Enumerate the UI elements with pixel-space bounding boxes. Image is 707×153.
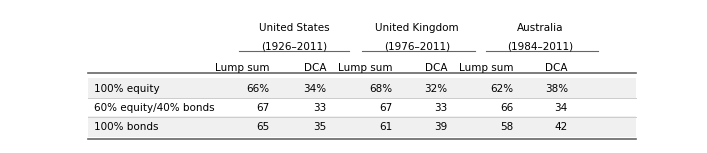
- Text: 67: 67: [256, 103, 269, 113]
- Text: 33: 33: [434, 103, 448, 113]
- Text: Australia: Australia: [517, 23, 563, 33]
- FancyBboxPatch shape: [88, 78, 636, 99]
- Text: 33: 33: [313, 103, 327, 113]
- Text: 100% equity: 100% equity: [94, 84, 160, 94]
- Text: 35: 35: [313, 122, 327, 132]
- Text: 66: 66: [500, 103, 513, 113]
- Text: 42: 42: [554, 122, 568, 132]
- Text: 67: 67: [379, 103, 392, 113]
- Text: 60% equity/40% bonds: 60% equity/40% bonds: [94, 103, 214, 113]
- Text: 62%: 62%: [490, 84, 513, 94]
- Text: DCA: DCA: [425, 63, 448, 73]
- Text: (1984–2011): (1984–2011): [508, 42, 573, 52]
- Text: 58: 58: [500, 122, 513, 132]
- Text: (1976–2011): (1976–2011): [384, 42, 450, 52]
- Text: 38%: 38%: [544, 84, 568, 94]
- Text: 61: 61: [379, 122, 392, 132]
- Text: 65: 65: [256, 122, 269, 132]
- Text: 34: 34: [554, 103, 568, 113]
- Text: 34%: 34%: [303, 84, 327, 94]
- Text: United States: United States: [259, 23, 329, 33]
- Text: 32%: 32%: [424, 84, 448, 94]
- Text: (1926–2011): (1926–2011): [261, 42, 327, 52]
- Text: 66%: 66%: [246, 84, 269, 94]
- Text: 68%: 68%: [369, 84, 392, 94]
- Text: 39: 39: [434, 122, 448, 132]
- Text: Lump sum: Lump sum: [215, 63, 269, 73]
- Text: Lump sum: Lump sum: [459, 63, 513, 73]
- Text: DCA: DCA: [304, 63, 327, 73]
- Text: United Kingdom: United Kingdom: [375, 23, 459, 33]
- Text: 100% bonds: 100% bonds: [94, 122, 158, 132]
- FancyBboxPatch shape: [88, 116, 636, 137]
- Text: Lump sum: Lump sum: [338, 63, 392, 73]
- Text: DCA: DCA: [545, 63, 568, 73]
